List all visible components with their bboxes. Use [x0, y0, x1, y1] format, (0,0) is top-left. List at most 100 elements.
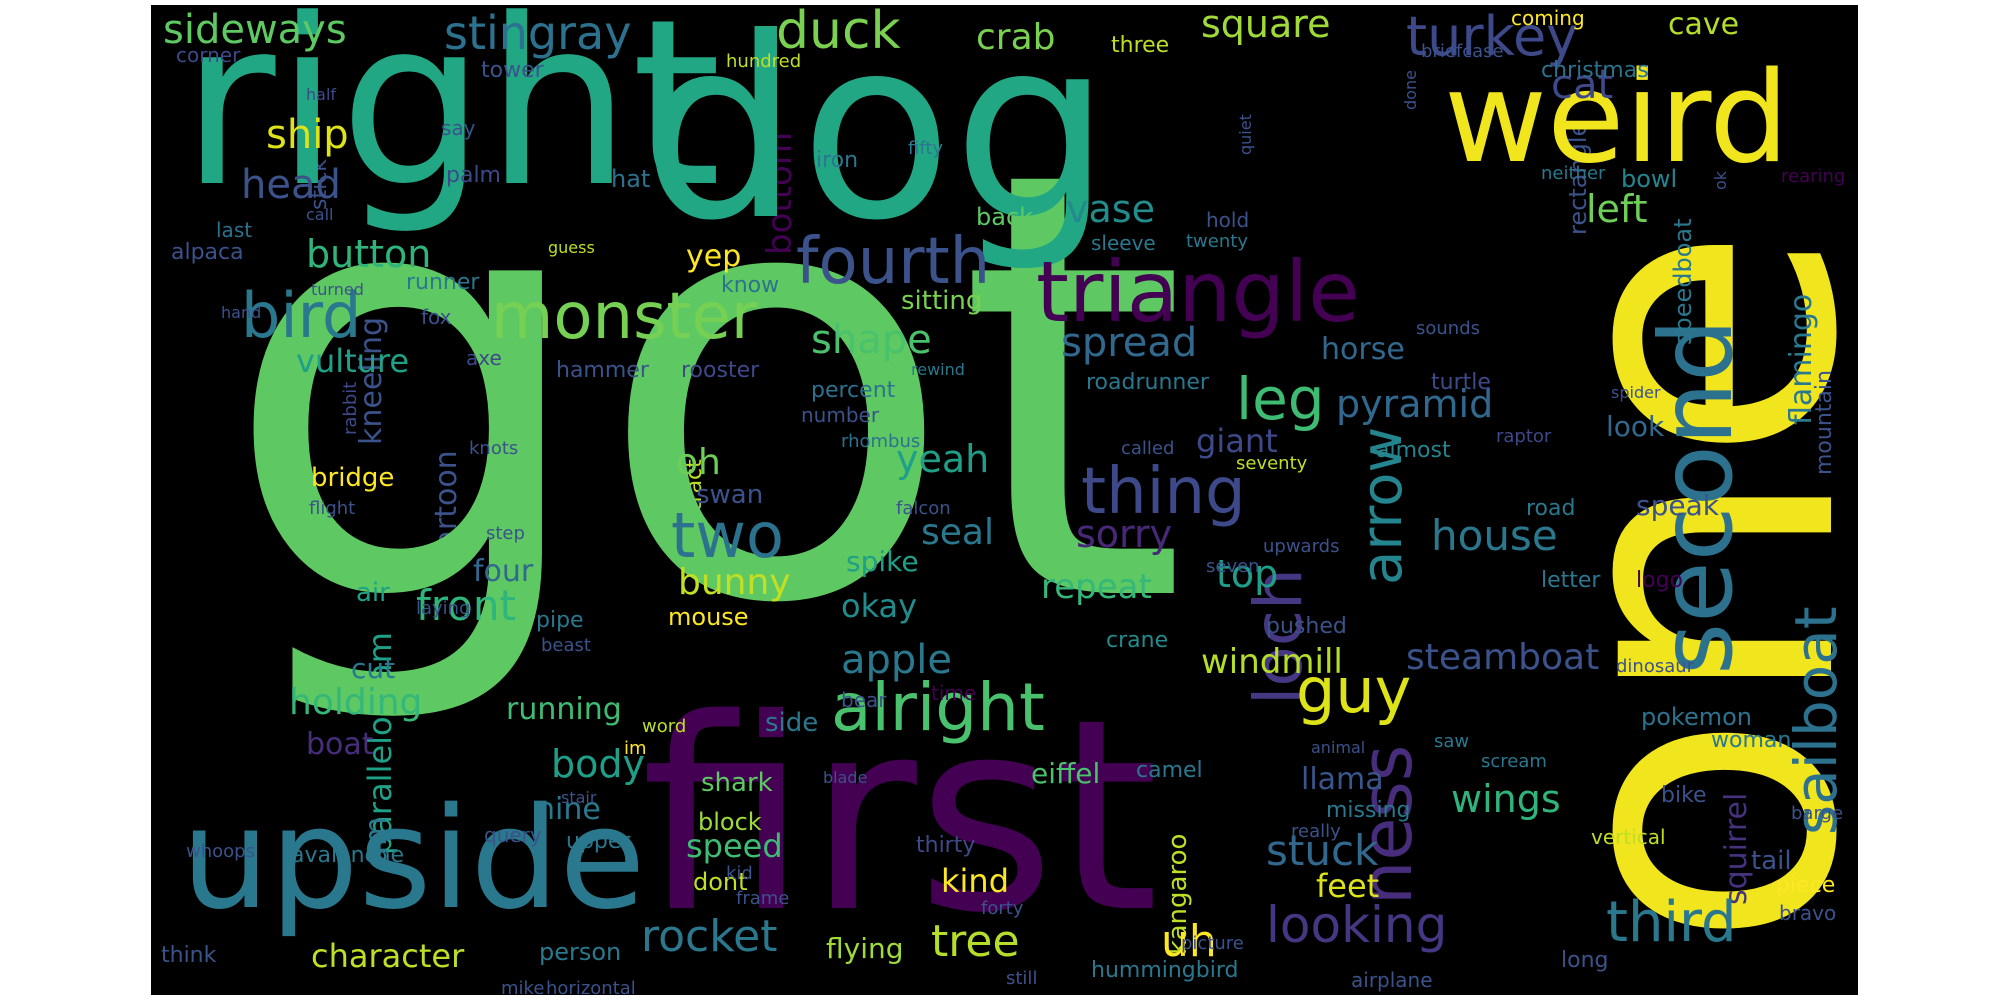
word-looking: looking	[1266, 896, 1448, 954]
word-scream: scream	[1481, 751, 1547, 772]
word-hat: hat	[611, 165, 651, 193]
word-quiet: quiet	[1236, 114, 1255, 155]
word-body: body	[551, 742, 645, 786]
word-holding: holding	[289, 682, 423, 723]
word-palm: palm	[446, 163, 501, 188]
word-coming: coming	[1511, 6, 1585, 30]
word-thing: thing	[1081, 455, 1246, 529]
word-rocket: rocket	[641, 911, 778, 962]
word-woman: woman	[1711, 728, 1792, 753]
word-person: person	[539, 938, 622, 966]
word-think: think	[161, 943, 217, 968]
word-stuck: stuck	[1266, 826, 1379, 875]
word-front: front	[416, 581, 516, 630]
word-vertical: vertical	[1591, 825, 1666, 849]
word-ness: ness	[1346, 745, 1428, 905]
word-spider: spider	[1611, 383, 1661, 402]
word-flight: flight	[309, 498, 356, 519]
word-letter: letter	[1541, 568, 1601, 593]
word-missing: missing	[1326, 798, 1411, 823]
word-ok: ok	[1711, 170, 1730, 190]
word-alright: alright	[831, 669, 1045, 746]
word-hold: hold	[1206, 208, 1250, 232]
word-fifty: fifty	[908, 138, 944, 159]
word-um: um	[359, 817, 394, 865]
word-thirty: thirty	[916, 833, 976, 858]
word-axe: axe	[466, 346, 502, 370]
word-button: button	[306, 232, 432, 276]
word-oh: oh	[676, 442, 721, 483]
word-crane: crane	[1106, 628, 1169, 653]
word-ship: ship	[266, 112, 349, 158]
word-mike: mike	[501, 978, 545, 996]
word-block: block	[698, 808, 762, 836]
word-pokemon: pokemon	[1641, 703, 1752, 731]
word-almost: almost	[1376, 438, 1451, 463]
word-seventy: seventy	[1236, 453, 1308, 474]
word-kid: kid	[726, 863, 753, 884]
word-back: back	[976, 203, 1034, 231]
word-second: second	[1638, 318, 1755, 675]
word-llama: llama	[1301, 762, 1384, 797]
word-airplane: airplane	[1351, 968, 1433, 992]
word-bridge: bridge	[311, 463, 395, 493]
word-beast: beast	[541, 635, 591, 656]
word-number: number	[801, 403, 880, 427]
word-corner: corner	[176, 43, 241, 67]
word-rectangle: rectangle	[1564, 122, 1592, 235]
word-running: running	[506, 692, 622, 727]
word-crab: crab	[976, 17, 1056, 58]
word-vase: vase	[1066, 187, 1155, 231]
word-steamboat: steamboat	[1406, 637, 1600, 678]
word-head: head	[241, 162, 341, 208]
word-hand: hand	[221, 303, 262, 322]
word-four: four	[473, 554, 534, 589]
word-sleeve: sleeve	[1091, 231, 1156, 255]
word-call: call	[306, 205, 334, 224]
word-guess: guess	[548, 238, 595, 257]
word-stick: stick	[307, 159, 332, 210]
word-duck: duck	[776, 5, 901, 61]
word-barge: barge	[1791, 803, 1844, 824]
word-one: one	[1469, 224, 1858, 950]
word-turtle: turtle	[1431, 370, 1491, 395]
word-horizontal: horizontal	[546, 978, 636, 996]
word-sailboat: sailboat	[1782, 606, 1850, 835]
word-eiffel: eiffel	[1031, 757, 1101, 790]
word-sitting: sitting	[901, 286, 983, 316]
word-last: last	[216, 218, 253, 242]
word-vulture: vulture	[296, 342, 410, 380]
word-tree: tree	[931, 916, 1020, 967]
word-pyramid: pyramid	[1336, 382, 1494, 426]
word-right: right	[181, 5, 722, 238]
word-stair: stair	[561, 788, 597, 807]
word-sounds: sounds	[1416, 318, 1481, 339]
word-upwards: upwards	[1263, 536, 1340, 557]
word-shape: shape	[811, 317, 932, 363]
word-seven: seven	[1206, 556, 1260, 577]
word-squirrel: squirrel	[1719, 793, 1754, 905]
word-abstract: abstract	[682, 459, 707, 550]
word-half: half	[306, 85, 337, 104]
word-horse: horse	[1321, 332, 1405, 367]
word-roadrunner: roadrunner	[1086, 370, 1209, 395]
word-first: first	[641, 663, 1159, 971]
word-cat: cat	[1551, 62, 1614, 108]
word-bottom: bottom	[760, 132, 800, 255]
word-leg: leg	[1236, 365, 1325, 433]
word-really: really	[1291, 821, 1341, 842]
word-done: done	[1401, 70, 1420, 110]
word-pushed: pushed	[1266, 614, 1347, 639]
word-dinosaur: dinosaur	[1616, 656, 1695, 677]
word-kangaroo: kangaroo	[1163, 834, 1193, 955]
word-twenty: twenty	[1186, 231, 1248, 252]
word-percent: percent	[811, 378, 896, 403]
word-wings: wings	[1451, 777, 1561, 821]
word-road: road	[1526, 496, 1576, 521]
word-hundred: hundred	[726, 51, 802, 72]
word-monster: monster	[491, 280, 758, 354]
word-third: third	[1606, 890, 1737, 955]
word-speedboat: speedboat	[1669, 218, 1697, 345]
word-whoops: whoops	[186, 841, 255, 862]
word-animal: animal	[1311, 738, 1366, 757]
